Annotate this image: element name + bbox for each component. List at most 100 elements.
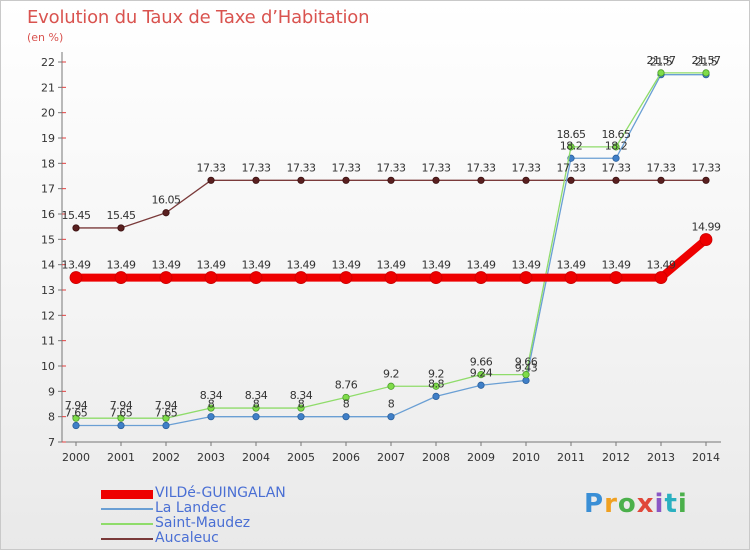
data-label: 14.99 <box>692 221 721 234</box>
data-point <box>477 381 485 389</box>
y-tick-label: 17 <box>41 183 55 196</box>
data-point <box>564 271 578 284</box>
data-label: 13.49 <box>287 259 316 272</box>
data-label: 17.33 <box>197 161 226 174</box>
data-point <box>609 271 623 284</box>
data-label: 13.49 <box>422 259 451 272</box>
data-label: 13.49 <box>152 259 181 272</box>
data-label: 13.49 <box>197 259 226 272</box>
data-label: 18.2 <box>605 139 628 152</box>
data-point <box>159 271 173 284</box>
legend-label: VILDé-GUINGALAN <box>155 485 286 501</box>
data-point <box>522 371 530 379</box>
data-point <box>342 413 350 421</box>
y-tick-label: 12 <box>41 309 55 322</box>
data-label: 17.33 <box>647 161 676 174</box>
data-label: 8.76 <box>335 378 358 391</box>
data-point <box>519 271 533 284</box>
data-point <box>252 404 260 412</box>
data-label: 21.5 <box>650 56 673 69</box>
data-point <box>387 413 395 421</box>
data-label: 7.65 <box>110 407 133 420</box>
data-label: 17.33 <box>512 161 541 174</box>
data-point <box>72 414 80 422</box>
y-tick-label: 10 <box>41 360 55 373</box>
data-label: 13.49 <box>647 259 676 272</box>
x-tick-label: 2008 <box>422 451 450 464</box>
data-label: 13.49 <box>107 259 136 272</box>
data-point <box>702 176 710 184</box>
data-label: 18.65 <box>602 128 631 141</box>
data-point <box>567 143 575 151</box>
data-label: 17.33 <box>602 161 631 174</box>
data-label: 17.33 <box>467 161 496 174</box>
data-label: 9.24 <box>470 366 493 379</box>
data-point <box>252 176 260 184</box>
data-point <box>657 69 665 77</box>
data-label: 17.33 <box>332 161 361 174</box>
data-label: 18.2 <box>560 139 583 152</box>
legend-label: Saint-Maudez <box>155 515 251 531</box>
data-point <box>474 271 488 284</box>
legend-swatch <box>101 523 153 525</box>
data-point <box>522 176 530 184</box>
data-point <box>477 371 485 379</box>
data-label: 13.49 <box>62 259 91 272</box>
data-label: 18.65 <box>557 128 586 141</box>
data-label: 8 <box>343 398 350 411</box>
x-tick-label: 2002 <box>152 451 180 464</box>
y-tick-label: 9 <box>48 385 55 398</box>
data-point <box>207 413 215 421</box>
x-tick-label: 2004 <box>242 451 270 464</box>
data-label: 8.34 <box>200 389 223 402</box>
data-point <box>339 271 353 284</box>
data-label: 13.49 <box>467 259 496 272</box>
data-label: 17.33 <box>692 161 721 174</box>
y-tick-label: 21 <box>41 81 55 94</box>
data-label: 21.57 <box>647 54 676 67</box>
legend-label: La Landec <box>155 500 227 516</box>
x-tick-label: 2007 <box>377 451 405 464</box>
data-label: 17.33 <box>377 161 406 174</box>
data-point <box>297 176 305 184</box>
data-label: 9.43 <box>515 361 538 374</box>
data-point <box>252 413 260 421</box>
data-point <box>432 392 440 400</box>
data-label: 7.65 <box>155 407 178 420</box>
data-label: 13.49 <box>512 259 541 272</box>
data-label: 9.2 <box>428 367 444 380</box>
data-point <box>72 421 80 430</box>
data-label: 7.94 <box>65 399 88 412</box>
data-point <box>69 271 83 284</box>
data-point <box>567 176 575 184</box>
data-label: 8 <box>208 398 215 411</box>
legend-swatch <box>101 538 153 540</box>
x-tick-label: 2000 <box>62 451 90 464</box>
data-point <box>699 233 713 246</box>
y-tick-label: 19 <box>41 132 55 145</box>
x-tick-label: 2003 <box>197 451 225 464</box>
legend-swatch <box>101 490 153 499</box>
data-point <box>612 176 620 184</box>
data-point <box>429 271 443 284</box>
data-label: 17.33 <box>557 161 586 174</box>
data-point <box>387 176 395 184</box>
data-label: 9.66 <box>515 356 538 369</box>
x-tick-label: 2011 <box>557 451 585 464</box>
data-label: 9.66 <box>470 356 493 369</box>
data-label: 9.2 <box>383 367 399 380</box>
y-tick-label: 22 <box>41 56 55 69</box>
chart-title: Evolution du Taux de Taxe d’Habitation <box>27 7 370 28</box>
data-point <box>342 176 350 184</box>
data-label: 17.33 <box>422 161 451 174</box>
data-label: 8.8 <box>428 377 444 390</box>
data-label: 7.94 <box>155 399 178 412</box>
y-tick-label: 15 <box>41 233 55 246</box>
x-tick-label: 2001 <box>107 451 135 464</box>
data-label: 8 <box>253 398 260 411</box>
data-point <box>384 271 398 284</box>
data-label: 8 <box>388 398 395 411</box>
data-point <box>387 382 395 390</box>
